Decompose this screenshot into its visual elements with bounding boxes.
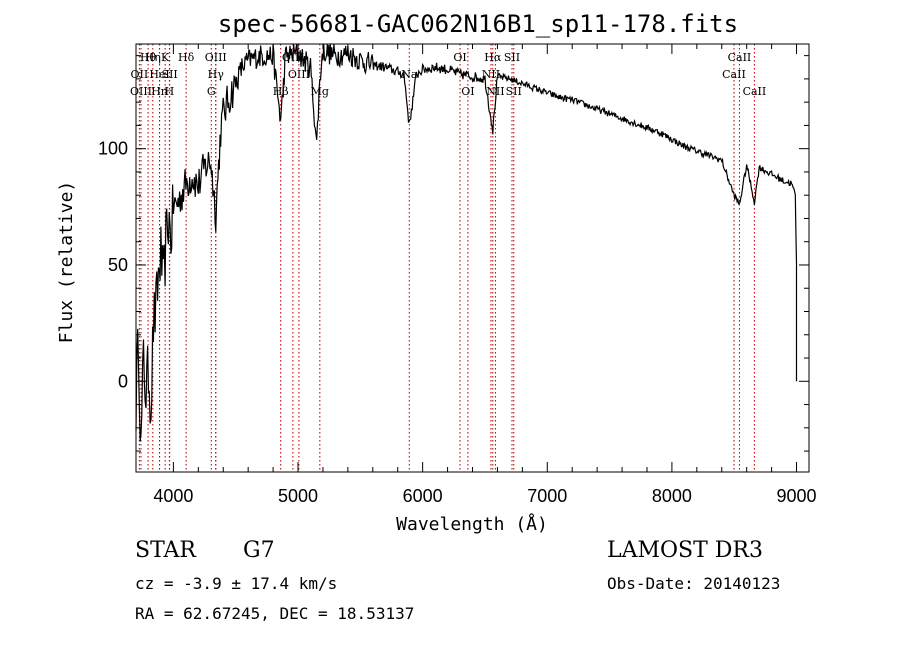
line-marker-label: OII (131, 68, 149, 81)
line-marker-label: SII (504, 51, 520, 64)
x-tick-label: 8000 (652, 486, 692, 506)
line-marker-label: Hα (484, 51, 502, 64)
coordinates: RA = 62.67245, DEC = 18.53137 (135, 604, 415, 623)
line-marker-label: Hn (151, 85, 168, 98)
line-marker-label: CaII (728, 51, 752, 64)
plot-frame (135, 43, 810, 473)
line-marker-label: Hγ (208, 68, 225, 81)
line-marker-label: OIII (288, 68, 310, 81)
x-tick-label: 5000 (278, 486, 318, 506)
y-tick-label: 0 (118, 371, 128, 391)
object-class: STAR (135, 538, 196, 563)
line-marker-label: SII (506, 85, 522, 98)
line-marker-label: OI (453, 51, 466, 64)
chart-title: spec-56681-GAC062N16B1_sp11-178.fits (218, 10, 738, 38)
line-marker-label: Na (401, 68, 418, 81)
y-tick-label: 50 (108, 255, 128, 275)
line-marker-label: Hβ (273, 85, 289, 98)
object-subclass: G7 (243, 538, 275, 563)
x-tick-label: 6000 (403, 486, 443, 506)
line-marker-label: Hθ (140, 51, 157, 64)
line-marker-label: OIII (205, 51, 227, 64)
line-marker-label: NII (482, 68, 500, 81)
redshift-velocity: cz = -3.9 ± 17.4 km/s (135, 574, 338, 593)
observation-date: Obs-Date: 20140123 (607, 574, 781, 593)
survey-name: LAMOST DR3 (607, 538, 763, 563)
line-marker-label: HeI (149, 68, 169, 81)
line-marker-label: SII (162, 68, 178, 81)
y-tick-label: 100 (98, 139, 128, 159)
spectrum-line (135, 43, 798, 442)
line-marker-label: Mg (311, 85, 329, 98)
line-marker-label: NII (486, 85, 504, 98)
axis-ticks (136, 44, 809, 472)
y-axis-label: Flux (relative) (56, 181, 77, 344)
line-marker-label: K (161, 51, 170, 64)
x-axis-label: Wavelength (Å) (396, 513, 548, 535)
x-tick-label: 9000 (777, 486, 817, 506)
line-marker-label: Hη (145, 51, 161, 64)
line-marker-label: Hδ (178, 51, 195, 64)
line-marker-label: CaII (722, 68, 746, 81)
x-tick-label: 7000 (527, 486, 567, 506)
line-marker-label: OI (461, 85, 474, 98)
line-marker-label: H (165, 85, 175, 98)
line-marker-label: G (207, 85, 216, 98)
line-marker-label: OIII (130, 85, 152, 98)
spectral-line-markers (138, 44, 755, 472)
line-marker-label: CaII (743, 85, 767, 98)
axis-tick-labels: 4000 5000 6000 7000 8000 9000 0 50 100 (98, 139, 817, 506)
x-tick-label: 4000 (153, 486, 193, 506)
